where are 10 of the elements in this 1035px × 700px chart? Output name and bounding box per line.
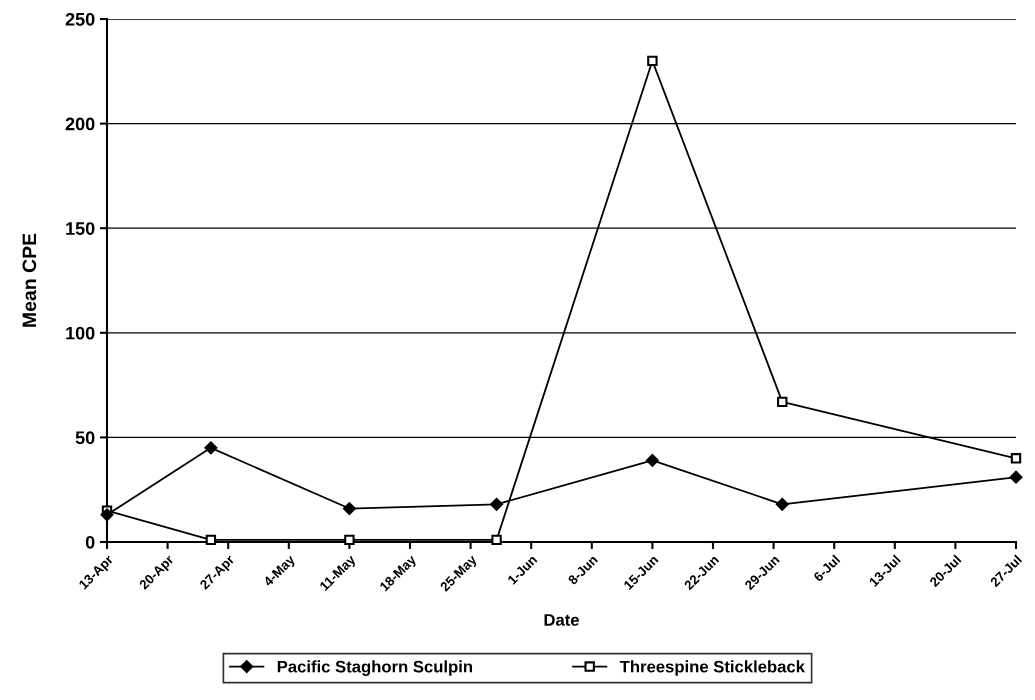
y-axis-title: Mean CPE xyxy=(22,233,37,327)
y-tick-label: 100 xyxy=(66,326,95,340)
x-axis-title: Date xyxy=(544,614,579,626)
legend-label: Pacific Staghorn Sculpin xyxy=(277,660,473,676)
y-tick-label: 250 xyxy=(65,12,95,26)
y-tick-label: 0 xyxy=(85,535,95,549)
y-tick-label: 200 xyxy=(65,117,95,131)
y-tick-label: 50 xyxy=(75,431,95,445)
y-tick-label: 150 xyxy=(66,222,95,235)
legend-label: Threespine Stickleback xyxy=(619,660,805,676)
